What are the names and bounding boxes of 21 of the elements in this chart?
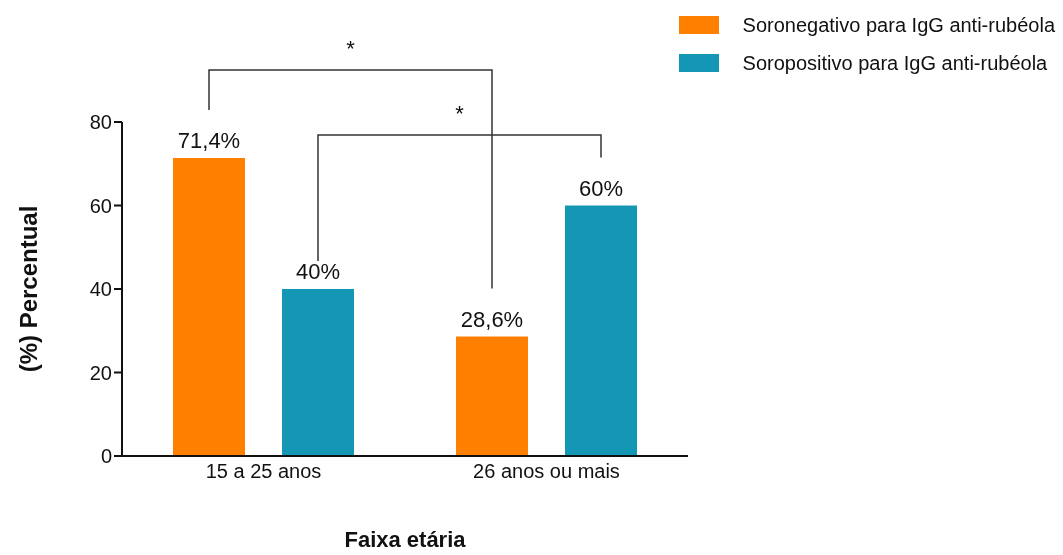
y-tick-label: 40	[89, 278, 112, 301]
annotation: *	[455, 101, 465, 126]
data-label: 71,4%	[177, 127, 241, 153]
x-axis-title: Faixa etária	[343, 527, 467, 553]
legend-label: Soronegativo para IgG anti-rubéola	[742, 13, 1055, 37]
bar	[173, 157, 245, 456]
y-tick-label: 0	[100, 445, 112, 468]
data-label: 60%	[578, 175, 624, 201]
x-tick-label: 26 anos ou mais	[473, 460, 620, 483]
data-label: 40%	[295, 259, 341, 284]
bar	[456, 336, 528, 456]
bar	[282, 289, 354, 456]
bar	[565, 205, 637, 456]
y-tick-label: 20	[89, 361, 112, 384]
legend-label: Soropositivo para IgG anti-rubéola	[742, 51, 1048, 75]
text: *	[346, 36, 356, 61]
data-label: 28,6%	[460, 306, 524, 332]
x-tick-label: 15 a 25 anos	[205, 460, 322, 483]
y-axis-title: (%) Percentual	[14, 205, 42, 373]
y-tick-label: 60	[89, 194, 112, 217]
y-tick-label: 80	[89, 111, 112, 134]
